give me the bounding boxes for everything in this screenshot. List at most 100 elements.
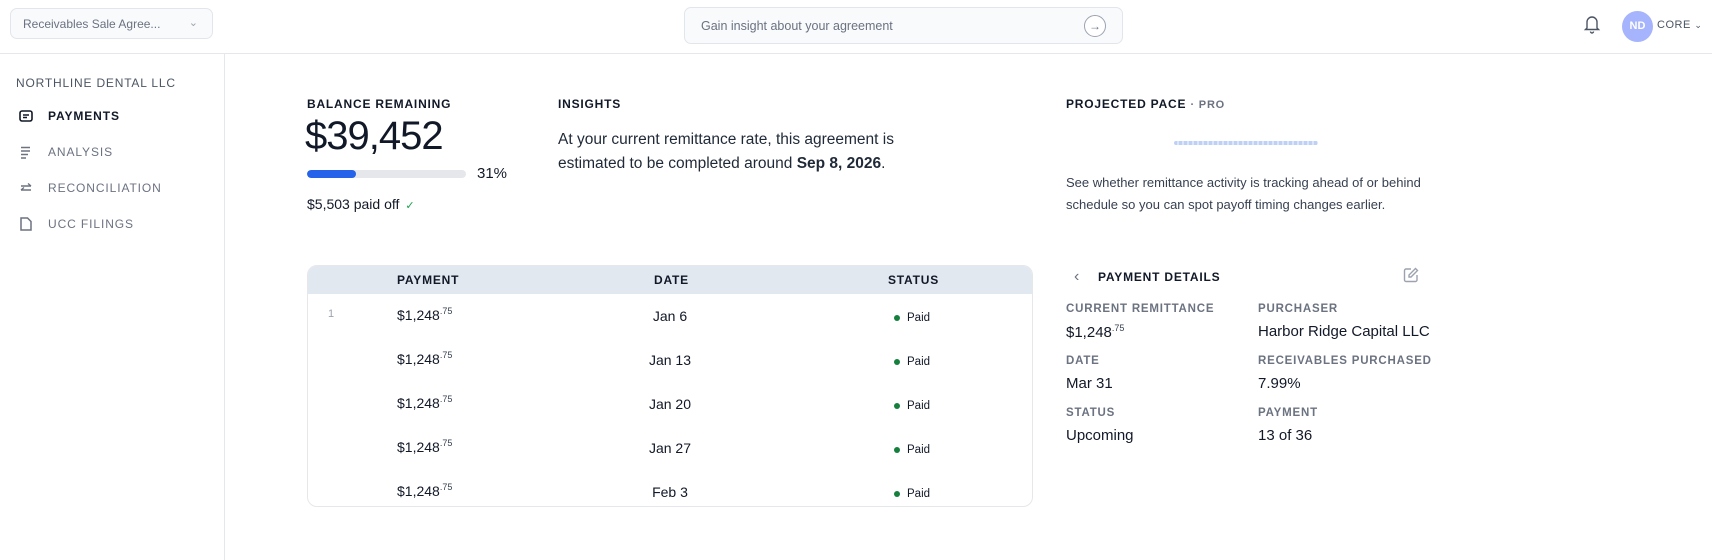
edit-icon[interactable] xyxy=(1403,267,1419,288)
plan-menu[interactable]: CORE ⌄ xyxy=(1657,19,1702,31)
payment-number-value: 13 of 36 xyxy=(1258,427,1313,444)
analysis-icon xyxy=(18,144,34,160)
progress-percent: 31% xyxy=(477,165,508,182)
status-dot-icon xyxy=(894,359,900,365)
agreement-select-value: Receivables Sale Agree... xyxy=(23,17,161,31)
sidebar-item-payments[interactable]: PAYMENTS xyxy=(18,106,120,126)
insight-search-input[interactable]: Gain insight about your agreement → xyxy=(684,7,1123,44)
paid-amount: $5,503 xyxy=(307,196,350,212)
payment-cents: .75 xyxy=(439,438,453,448)
row-payment: $1,248.75 xyxy=(397,438,452,455)
table-row[interactable]: 1 $1,248.75 Jan 6 Paid xyxy=(308,302,1032,346)
sidebar xyxy=(0,54,225,560)
document-icon xyxy=(18,216,34,232)
row-payment: $1,248.75 xyxy=(397,350,452,367)
current-remittance-label: CURRENT REMITTANCE xyxy=(1066,303,1215,315)
row-date: Feb 3 xyxy=(652,484,688,500)
row-date: Jan 20 xyxy=(648,396,692,412)
insights-label: INSIGHTS xyxy=(558,97,622,111)
current-remittance-value: $1,248.75 xyxy=(1066,323,1124,341)
row-payment: $1,248.75 xyxy=(397,394,452,411)
sidebar-item-label: PAYMENTS xyxy=(48,109,120,123)
sidebar-item-label: ANALYSIS xyxy=(48,145,114,159)
table-header: PAYMENT DATE STATUS xyxy=(308,266,1032,294)
table-row[interactable]: $1,248.75 Jan 13 Paid xyxy=(308,346,1032,390)
row-payment: $1,248.75 xyxy=(397,306,452,323)
pace-description: See whether remittance activity is track… xyxy=(1066,175,1421,212)
payments-table: PAYMENT DATE STATUS 1 $1,248.75 Jan 6 Pa… xyxy=(307,265,1033,507)
check-icon: ✓ xyxy=(405,200,415,212)
row-status: Paid xyxy=(894,312,930,324)
payment-amount: $1,248 xyxy=(397,395,440,411)
avatar[interactable]: ND xyxy=(1622,11,1653,42)
status-label: STATUS xyxy=(1066,407,1116,419)
chevron-down-icon: ⌄ xyxy=(188,17,198,29)
status-text: Paid xyxy=(907,488,931,500)
status-value: Upcoming xyxy=(1066,427,1134,444)
sidebar-item-analysis[interactable]: ANALYSIS xyxy=(18,142,113,162)
row-date: Jan 13 xyxy=(648,352,692,368)
insights-body: At your current remittance rate, this ag… xyxy=(558,131,894,172)
payment-cents: .75 xyxy=(439,350,453,360)
pro-badge: · PRO xyxy=(1190,99,1226,111)
row-index: 1 xyxy=(328,308,335,320)
payment-cents: .75 xyxy=(439,482,453,492)
purchaser-value: Harbor Ridge Capital LLC xyxy=(1258,323,1430,340)
balance-label: BALANCE REMAINING xyxy=(307,97,452,111)
status-dot-icon xyxy=(894,403,900,409)
payments-icon xyxy=(18,108,34,124)
insights-text: At your current remittance rate, this ag… xyxy=(558,128,938,176)
row-status: Paid xyxy=(894,356,930,368)
remittance-cents: .75 xyxy=(1111,323,1125,333)
row-status: Paid xyxy=(894,488,930,500)
table-row[interactable]: $1,248.75 Feb 3 Paid xyxy=(308,478,1032,506)
date-label: DATE xyxy=(1066,355,1100,367)
status-text: Paid xyxy=(907,356,931,368)
status-text: Paid xyxy=(907,444,931,456)
arrow-right-icon[interactable]: → xyxy=(1084,15,1106,37)
column-status[interactable]: STATUS xyxy=(888,273,940,287)
completion-date: Sep 8, 2026 xyxy=(796,155,882,172)
row-date: Jan 6 xyxy=(652,308,688,324)
chevron-left-icon[interactable]: ‹ xyxy=(1074,268,1080,285)
reconciliation-icon xyxy=(18,180,34,196)
table-row[interactable]: $1,248.75 Jan 27 Paid xyxy=(308,434,1032,478)
row-payment: $1,248.75 xyxy=(397,482,452,499)
sidebar-item-ucc-filings[interactable]: UCC FILINGS xyxy=(18,214,134,234)
receivables-value: 7.99% xyxy=(1258,375,1301,392)
sidebar-item-label: RECONCILIATION xyxy=(48,181,162,195)
plan-label: CORE xyxy=(1657,19,1691,31)
payment-amount: $1,248 xyxy=(397,439,440,455)
remittance-amount: $1,248 xyxy=(1066,324,1112,341)
status-dot-icon xyxy=(894,315,900,321)
agreement-select[interactable]: Receivables Sale Agree... ⌄ xyxy=(10,8,213,39)
bell-icon[interactable] xyxy=(1583,14,1601,34)
payment-amount: $1,248 xyxy=(397,351,440,367)
payment-details-title: PAYMENT DETAILS xyxy=(1098,270,1221,284)
payment-cents: .75 xyxy=(439,394,453,404)
sidebar-item-reconciliation[interactable]: RECONCILIATION xyxy=(18,178,162,198)
status-dot-icon xyxy=(894,447,900,453)
search-placeholder: Gain insight about your agreement xyxy=(701,19,893,33)
status-dot-icon xyxy=(894,491,900,497)
payment-cents: .75 xyxy=(439,306,453,316)
column-date[interactable]: DATE xyxy=(654,273,689,287)
table-row[interactable]: $1,248.75 Jan 20 Paid xyxy=(308,390,1032,434)
receivables-label: RECEIVABLES PURCHASED xyxy=(1258,355,1432,367)
column-payment[interactable]: PAYMENT xyxy=(397,273,460,287)
progress-fill xyxy=(307,170,357,178)
pace-loading-placeholder xyxy=(1174,141,1318,145)
paid-label: paid off xyxy=(353,196,400,212)
org-name: NORTHLINE DENTAL LLC xyxy=(16,76,176,90)
projected-pace-label: PROJECTED PACE · PRO xyxy=(1066,97,1225,111)
status-text: Paid xyxy=(907,312,931,324)
top-bar xyxy=(0,0,1712,54)
payment-amount: $1,248 xyxy=(397,483,440,499)
payment-amount: $1,248 xyxy=(397,307,440,323)
balance-amount: $39,452 xyxy=(305,114,444,158)
sidebar-item-label: UCC FILINGS xyxy=(48,217,134,231)
paid-off: $5,503 paid off ✓ xyxy=(307,196,415,212)
row-date: Jan 27 xyxy=(648,440,692,456)
pace-title: PROJECTED PACE xyxy=(1066,97,1187,111)
payment-number-label: PAYMENT xyxy=(1258,407,1318,419)
